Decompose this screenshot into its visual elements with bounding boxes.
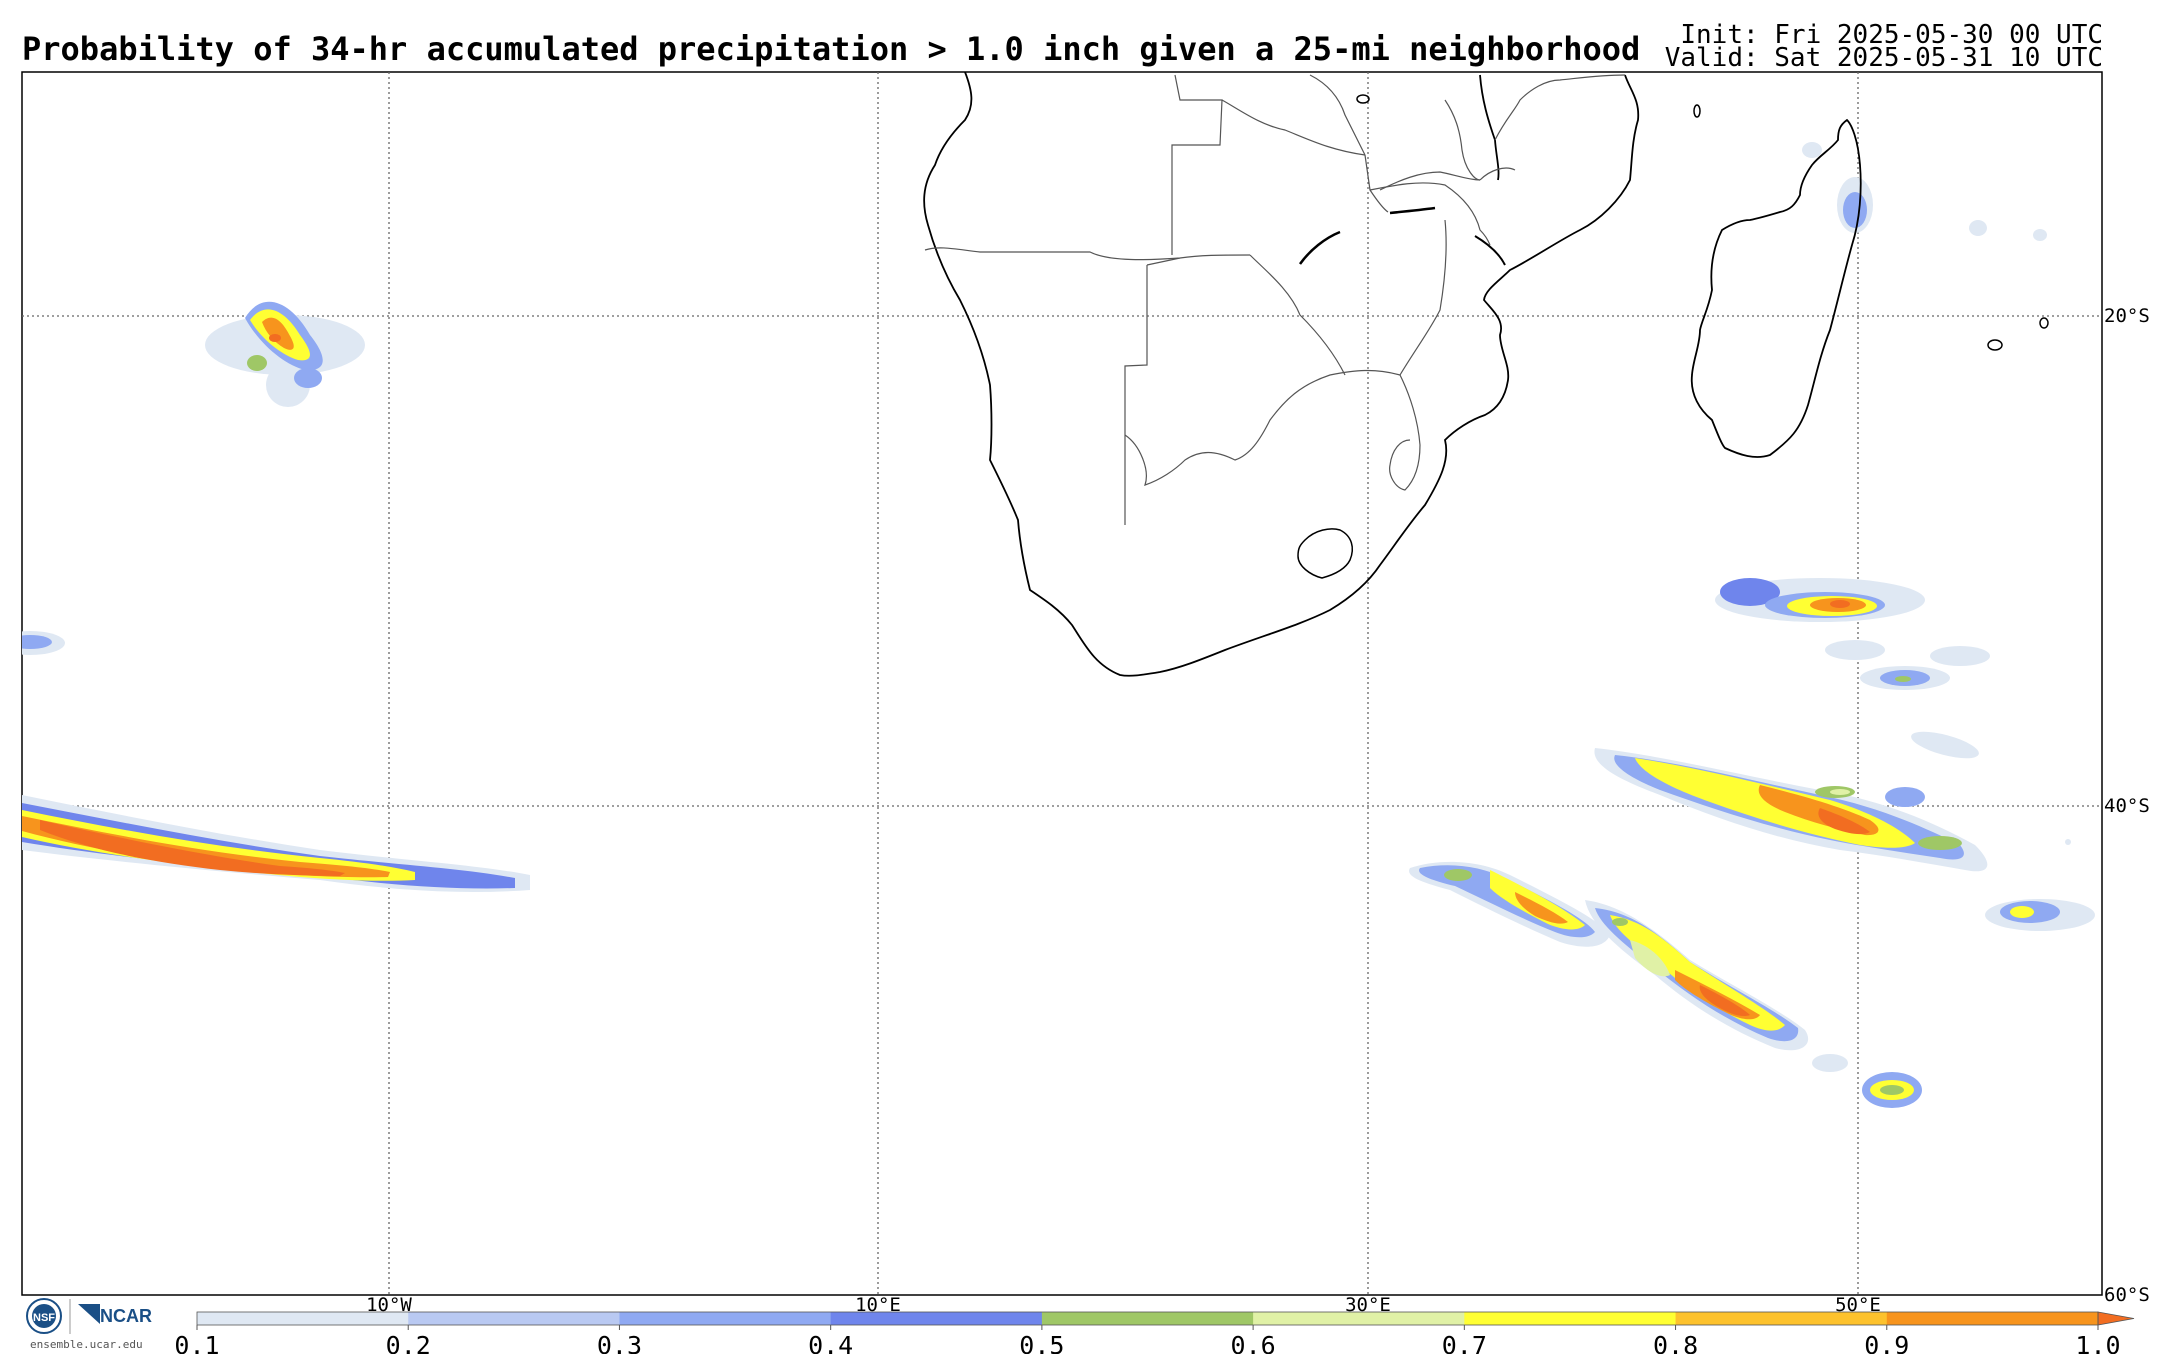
ncar-logo-text: NCAR: [100, 1306, 152, 1326]
colorbar-segment: [1253, 1312, 1465, 1325]
colorbar-tick-label: 0.5: [1019, 1331, 1064, 1354]
lat-label-40s: 40°S: [2104, 795, 2150, 817]
colorbar-tick-label: 0.1: [174, 1331, 219, 1354]
colorbar-segment: [1041, 1312, 1254, 1325]
colorbar: 0.1 0.2 0.3 0.4 0.5 0.6 0.7 0.8 0.9 1.0: [174, 1311, 2135, 1354]
nsf-ncar-logo: NSF: [26, 1298, 100, 1334]
lon-label-10w: 10°W: [366, 1294, 412, 1316]
colorbar-tick-label: 0.9: [1864, 1331, 1909, 1354]
precip-band-east-40s: [1594, 748, 1988, 872]
colorbar-segment: [197, 1312, 409, 1325]
precip-area-east-30s: [1715, 578, 1990, 759]
colorbar-tick-label: 0.6: [1231, 1331, 1276, 1354]
ncar-logo-icon: [78, 1304, 100, 1324]
precip-area-st-helena: [205, 301, 365, 407]
lat-label-20s: 20°S: [2104, 305, 2150, 327]
logo-url: ensemble.ucar.edu: [30, 1338, 143, 1351]
colorbar-tick-label: 0.8: [1653, 1331, 1698, 1354]
colorbar-tick-label: 1.0: [2075, 1331, 2120, 1354]
precip-area-east-50s: [1812, 839, 2095, 1108]
init-time: Init: Fri 2025-05-30 00 UTC: [1680, 20, 2103, 50]
colorbar-frame: [196, 1311, 2099, 1326]
colorbar-tick-label: 0.3: [597, 1331, 642, 1354]
precip-band-east-48s: [1585, 900, 1809, 1051]
lat-label-60s: 60°S: [2104, 1284, 2150, 1306]
lon-label-30e: 30°E: [1345, 1294, 1391, 1316]
colorbar-tick-label: 0.7: [1442, 1331, 1487, 1354]
colorbar-segment: [408, 1312, 620, 1325]
coastlines: [923, 72, 2049, 677]
colorbar-extend-arrow: [2097, 1311, 2135, 1326]
colorbar-tick-label: 0.2: [386, 1331, 431, 1354]
valid-time: Valid: Sat 2025-05-31 10 UTC: [1664, 43, 2103, 73]
nsf-logo-text: NSF: [33, 1312, 55, 1324]
colorbar-segment: [830, 1312, 1043, 1325]
colorbar-segment: [619, 1312, 832, 1325]
precip-area-madagascar: [1802, 142, 2047, 241]
colorbar-segment: [1464, 1312, 1677, 1325]
graticule: [22, 72, 2102, 1295]
precip-band-east-45s: [1409, 861, 1610, 947]
map-frame: [21, 71, 2103, 1296]
colorbar-tick-label: 0.4: [808, 1331, 853, 1354]
map-title: Probability of 34-hr accumulated precipi…: [22, 30, 1641, 68]
lon-label-10e: 10°E: [855, 1294, 901, 1316]
colorbar-segment: [1886, 1312, 2099, 1325]
lon-label-50e: 50°E: [1835, 1294, 1881, 1316]
colorbar-segment: [1675, 1312, 1888, 1325]
precip-band-south-atlantic: [22, 631, 530, 892]
country-borders: [924, 74, 1626, 525]
